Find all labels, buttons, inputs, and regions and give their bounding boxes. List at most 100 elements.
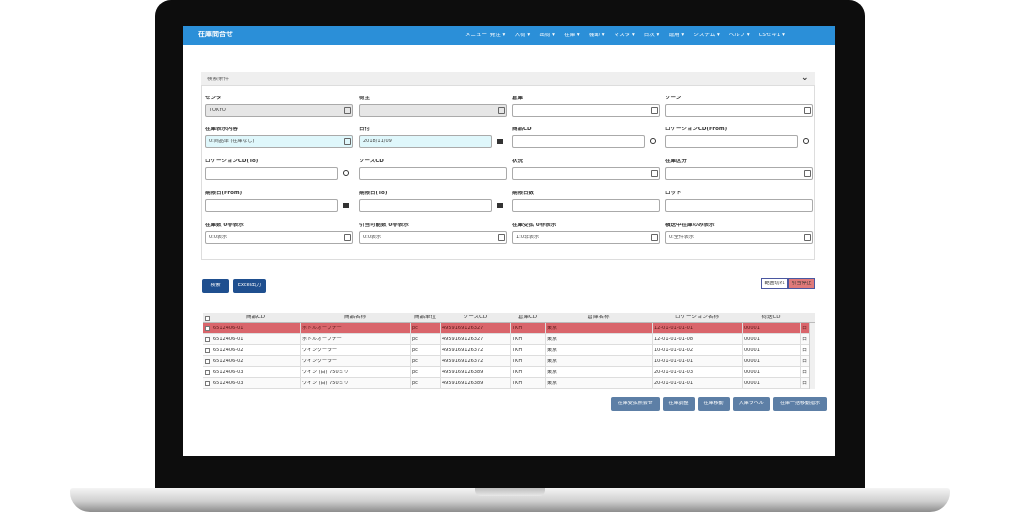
menu-item[interactable]: 運用 ▾	[668, 33, 685, 38]
table-row[interactable]	[203, 323, 809, 334]
select-arrow	[651, 234, 658, 241]
cell: pc	[412, 348, 418, 353]
field-input[interactable]	[512, 199, 660, 212]
cell: 東京	[547, 326, 558, 331]
field-select[interactable]	[205, 231, 353, 244]
field-input[interactable]	[359, 167, 507, 180]
cell-border	[510, 367, 511, 378]
cell: ボトルオープナー	[302, 326, 342, 331]
menu-item[interactable]: システム ▾	[693, 33, 720, 38]
cell-border	[300, 323, 301, 334]
cell-border	[652, 378, 653, 389]
cell-border	[652, 323, 653, 334]
cell-border	[410, 345, 411, 356]
field-select[interactable]	[359, 231, 507, 244]
cell: pc	[412, 381, 418, 386]
menu-item[interactable]: メニュー	[465, 33, 488, 38]
cell-border	[440, 334, 441, 345]
checkbox[interactable]	[205, 326, 210, 331]
menu-item[interactable]: CSセキ1 ▾	[758, 33, 785, 38]
menu-item[interactable]: 日次 ▾	[643, 33, 660, 38]
action-button[interactable]	[611, 397, 660, 411]
cell: 東京	[547, 337, 558, 342]
action-button[interactable]	[732, 397, 770, 411]
cell-border	[510, 334, 511, 345]
field-select[interactable]	[359, 104, 507, 117]
calendar-icon	[497, 139, 503, 144]
button-label[interactable]: 検索	[210, 283, 221, 288]
table-row[interactable]	[203, 378, 809, 389]
cell: 日	[802, 337, 808, 342]
cell: 4959169126372	[442, 359, 484, 364]
button[interactable]	[233, 279, 266, 293]
cell: 4959169126389	[442, 381, 484, 386]
field-select[interactable]	[665, 104, 813, 117]
menu-item[interactable]: マスタ ▾	[613, 33, 635, 38]
column-header: 商品単位	[413, 315, 436, 320]
action-label[interactable]: 在庫一括移動指示	[779, 401, 820, 406]
table-row[interactable]	[203, 334, 809, 345]
cell-border	[510, 356, 511, 367]
field-search[interactable]	[512, 135, 645, 148]
cell-border	[300, 378, 301, 389]
field-search[interactable]	[205, 167, 338, 180]
menu-item[interactable]: 入荷 ▾	[514, 33, 531, 38]
table-row[interactable]	[203, 356, 809, 367]
action-button[interactable]	[697, 397, 730, 411]
select-arrow	[651, 170, 658, 177]
field-label: ゾーン	[665, 96, 682, 101]
cell-border	[545, 356, 546, 367]
action-label[interactable]: 在庫受払照会せ	[617, 401, 653, 406]
field-select[interactable]	[512, 231, 660, 244]
button[interactable]	[202, 279, 229, 293]
field-label: センタ	[205, 96, 222, 101]
field-select[interactable]	[205, 135, 353, 148]
field-input[interactable]	[665, 199, 813, 212]
menu-item[interactable]: 棚卸 ▾	[589, 33, 605, 38]
action-button[interactable]	[773, 397, 827, 411]
cell: TKH	[512, 337, 523, 342]
field-date[interactable]	[359, 135, 492, 148]
checkbox[interactable]	[205, 348, 210, 353]
table-row[interactable]	[203, 345, 809, 356]
search-icon	[650, 138, 656, 144]
cell: ワインクーラー	[302, 348, 338, 353]
cell: 20-01-01-01-03	[654, 370, 694, 375]
cell-border	[652, 334, 653, 345]
action-button[interactable]	[662, 397, 695, 411]
search-icon	[343, 170, 349, 176]
action-label[interactable]: 入庫ラベル	[738, 401, 764, 406]
checkbox[interactable]	[205, 370, 210, 375]
field-select[interactable]	[665, 231, 813, 244]
field-select[interactable]	[512, 104, 660, 117]
checkbox[interactable]	[205, 316, 210, 321]
field-search[interactable]	[665, 135, 798, 148]
field-label: 荷主	[359, 96, 371, 101]
menu-item[interactable]: ヘルプ ▾	[728, 33, 750, 38]
field-date[interactable]	[205, 199, 338, 212]
field-label: 在庫数 0非表示	[205, 223, 244, 228]
button-label[interactable]: Excel出力	[237, 283, 262, 288]
menu-item[interactable]: 在庫 ▾	[564, 33, 580, 38]
action-label[interactable]: 在庫移動	[703, 401, 724, 406]
panel-toggle[interactable]: ⌄	[801, 74, 809, 83]
cell-border	[510, 345, 511, 356]
checkbox[interactable]	[205, 359, 210, 364]
cell: 6512406-03	[213, 381, 244, 386]
cell: pc	[412, 359, 418, 364]
table-row[interactable]	[203, 367, 809, 378]
checkbox[interactable]	[205, 337, 210, 342]
field-select[interactable]	[205, 104, 353, 117]
checkbox[interactable]	[205, 381, 210, 386]
column-header: 荷送CD	[761, 315, 781, 320]
cell: 10-01-01-01-02	[654, 348, 694, 353]
field-label: 引当可能数 0非表示	[359, 223, 409, 228]
field-date[interactable]	[359, 199, 492, 212]
menu-item[interactable]: 出荷 ▾	[539, 33, 555, 38]
menu-item[interactable]: 発注 ▾	[489, 33, 506, 38]
field-select[interactable]	[665, 167, 813, 180]
field-label: 積送中在庫のみ表示	[665, 223, 715, 228]
legend-item	[788, 278, 815, 289]
field-select[interactable]	[512, 167, 660, 180]
action-label[interactable]: 在庫調整	[668, 401, 689, 406]
